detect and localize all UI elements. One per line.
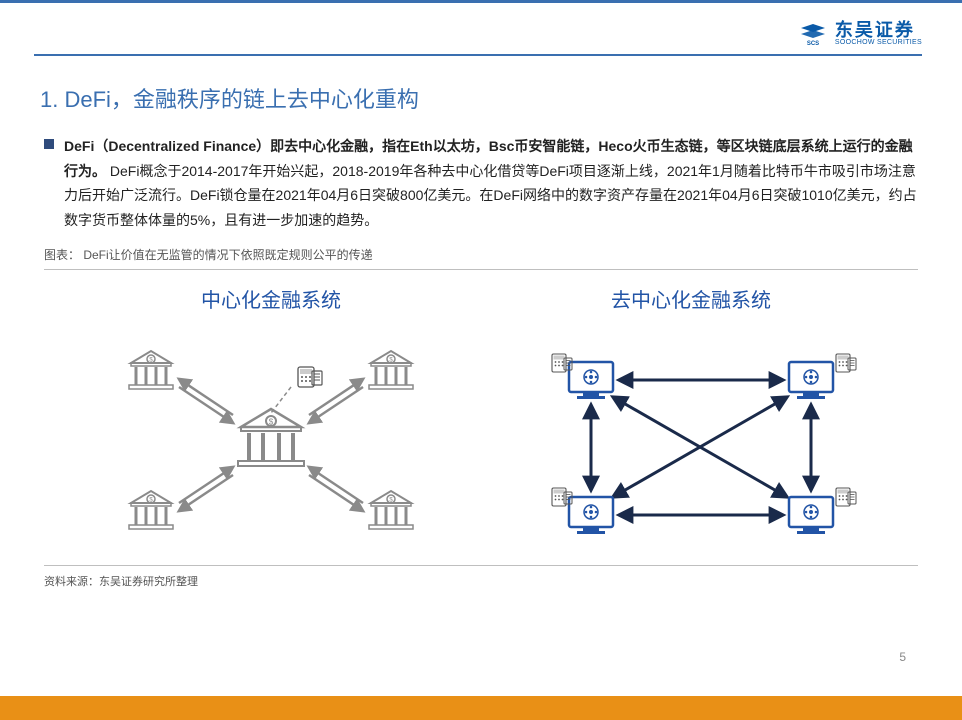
hub-arrows — [179, 379, 363, 511]
diagram-centralized: 中心化金融系统 $ — [81, 284, 461, 555]
node-br-icon — [789, 497, 833, 534]
bullet-square-icon — [44, 139, 54, 149]
bank-tl-icon — [129, 351, 173, 389]
node-tl-icon — [569, 362, 613, 399]
logo-cn-text: 东吴证券 — [835, 21, 922, 39]
bullet-item: DeFi（Decentralized Finance）即去中心化金融，指在Eth… — [44, 134, 918, 232]
logo-mark-icon: SCS — [799, 22, 829, 46]
bottom-bar — [0, 696, 962, 720]
node-bl-icon — [569, 497, 613, 534]
ledger-br-icon — [836, 488, 856, 506]
ledger-icon — [298, 367, 322, 387]
node-tr-icon — [789, 362, 833, 399]
diagram-right-canvas — [511, 325, 871, 555]
chart-caption: 图表： DeFi让价值在无监管的情况下依照既定规则公平的传递 — [44, 246, 918, 263]
bullet-body: DeFi概念于2014-2017年开始兴起，2018-2019年各种去中心化借贷… — [64, 163, 917, 228]
header: SCS 东吴证券 SOOCHOW SECURITIES — [0, 3, 962, 54]
centralized-svg: $ $ — [91, 325, 451, 555]
decentralized-svg — [511, 325, 891, 555]
diagram-area: 中心化金融系统 $ — [44, 270, 918, 565]
svg-text:SCS: SCS — [807, 41, 819, 47]
diagram-left-title: 中心化金融系统 — [201, 284, 341, 313]
diagram-left-canvas: $ $ — [91, 325, 451, 555]
logo-en-text: SOOCHOW SECURITIES — [835, 39, 922, 46]
page-number: 5 — [899, 650, 906, 664]
diagram-right-title: 去中心化金融系统 — [611, 284, 771, 313]
center-bank-icon — [238, 409, 304, 466]
bank-tr-icon — [369, 351, 413, 389]
ledger-link — [271, 387, 291, 413]
source-row: 资料来源：东吴证券研究所整理 — [0, 566, 962, 590]
diagram-decentralized: 去中心化金融系统 — [501, 284, 881, 555]
bullet-text: DeFi（Decentralized Finance）即去中心化金融，指在Eth… — [64, 134, 918, 232]
mesh-edges — [591, 380, 811, 515]
source-text: 资料来源：东吴证券研究所整理 — [44, 576, 198, 588]
content-block: DeFi（Decentralized Finance）即去中心化金融，指在Eth… — [0, 134, 962, 566]
bank-br-icon — [369, 491, 413, 529]
company-logo: SCS 东吴证券 SOOCHOW SECURITIES — [799, 21, 922, 46]
ledger-tr-icon — [836, 354, 856, 372]
bank-bl-icon — [129, 491, 173, 529]
section-title: 1. DeFi，金融秩序的链上去中心化重构 — [0, 56, 962, 134]
